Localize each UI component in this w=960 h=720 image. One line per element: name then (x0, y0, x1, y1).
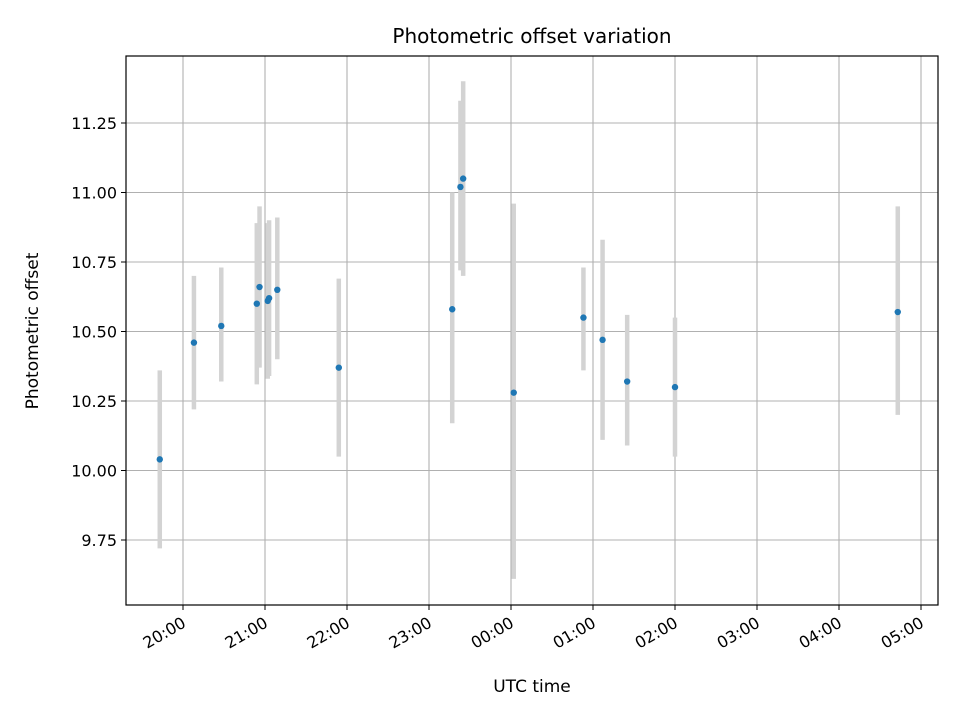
data-point (580, 314, 587, 321)
data-point (218, 322, 225, 330)
data-point (274, 286, 281, 293)
data-point (190, 339, 198, 346)
data-point (449, 306, 456, 313)
data-point (253, 300, 260, 307)
y-tick-label: 9.75 (81, 531, 117, 550)
data-point (459, 175, 467, 182)
data-point (510, 389, 517, 396)
data-point (256, 283, 263, 291)
data-point (335, 364, 342, 371)
y-tick-label: 11.00 (71, 184, 117, 203)
y-axis-ticks: 9.75 10.00 10.25 10.50 10.75 11.00 11.25 (71, 114, 126, 550)
data-point (894, 308, 901, 316)
x-axis-label: UTC time (493, 677, 571, 697)
data-point (599, 336, 606, 344)
data-point (623, 378, 631, 385)
y-axis-label: Photometric offset (23, 252, 43, 409)
y-tick-label: 10.25 (71, 392, 117, 411)
y-tick-label: 10.75 (71, 253, 117, 272)
data-point (156, 456, 163, 463)
data-points (156, 175, 901, 463)
y-tick-label: 10.00 (71, 462, 117, 481)
grid (126, 56, 938, 605)
plot-frame (125, 55, 939, 606)
data-point (265, 294, 273, 302)
y-tick-label: 11.25 (71, 114, 117, 133)
data-point (671, 383, 679, 391)
data-point (457, 183, 464, 191)
y-tick-label: 10.50 (71, 323, 117, 342)
chart-title: Photometric offset variation (392, 24, 671, 48)
